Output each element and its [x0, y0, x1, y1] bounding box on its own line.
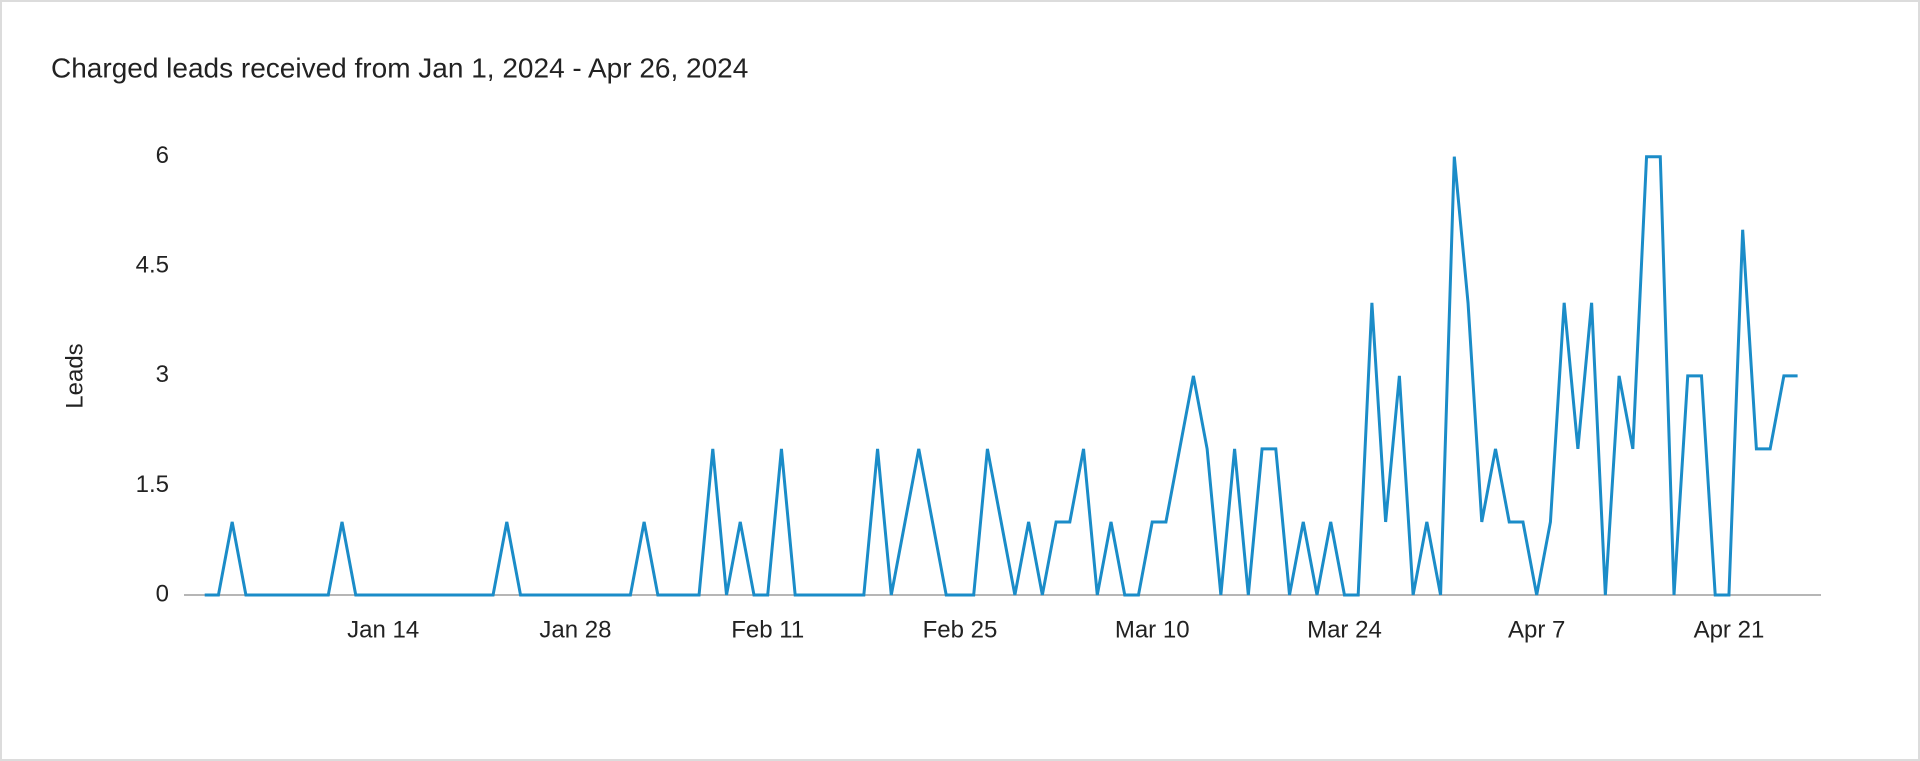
y-tick-label: 3	[156, 361, 169, 388]
x-tick-label: Jan 14	[347, 616, 419, 643]
y-tick-label: 0	[156, 580, 169, 607]
x-tick-label: Mar 24	[1307, 616, 1382, 643]
x-tick-label: Apr 21	[1694, 616, 1765, 643]
data-line	[204, 155, 1798, 597]
x-tick-label: Feb 11	[731, 616, 804, 643]
y-tick-label: 1.5	[136, 471, 169, 498]
chart-title: Charged leads received from Jan 1, 2024 …	[51, 52, 748, 83]
x-tick-label: Jan 28	[539, 616, 611, 643]
x-tick-label: Mar 10	[1115, 616, 1190, 643]
y-axis-label: Leads	[61, 343, 88, 408]
y-tick-label: 4.5	[136, 252, 169, 279]
x-tick-label: Apr 7	[1508, 616, 1565, 643]
x-tick-label: Feb 25	[923, 616, 998, 643]
y-tick-label: 6	[156, 142, 169, 169]
